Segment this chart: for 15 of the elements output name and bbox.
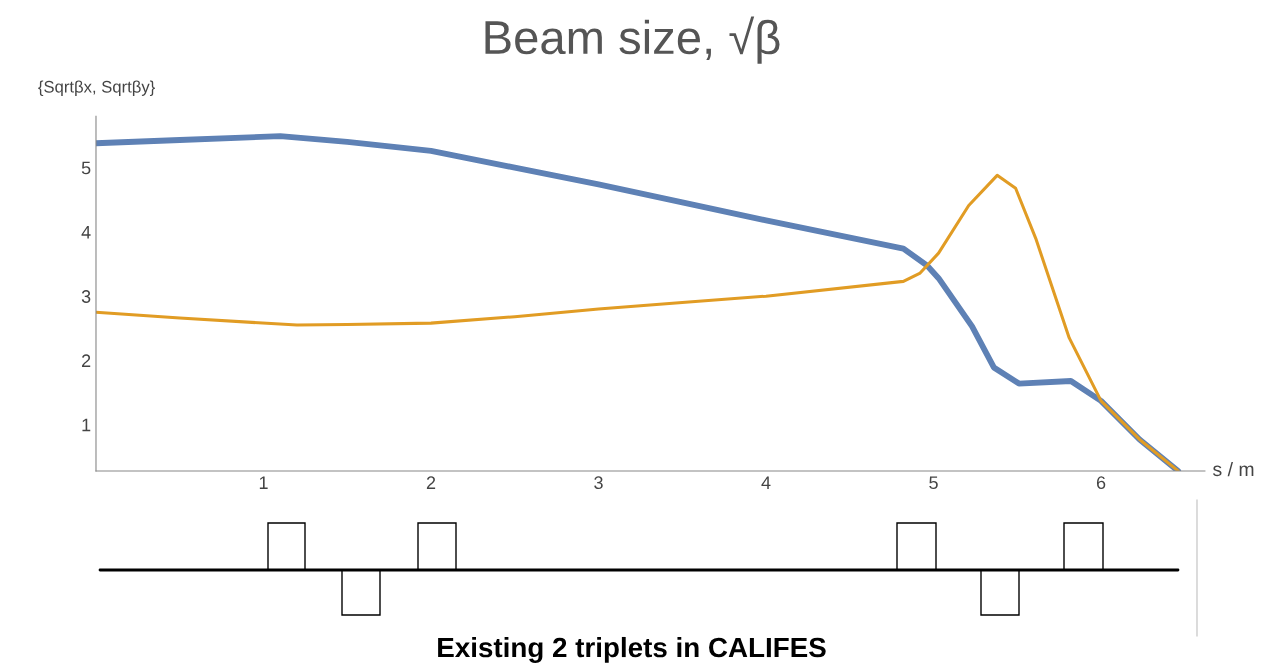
text: Existing 2 triplets in CALIFES xyxy=(438,636,826,663)
x-tick-label: 3 xyxy=(594,476,603,490)
y-axis-title: {Sqrtβx, Sqrtβy} xyxy=(38,80,155,96)
y-tick-label: 1 xyxy=(82,418,91,432)
y-tick-label: 3 xyxy=(81,290,91,303)
y-tick-label: 4 xyxy=(81,226,91,239)
x-axis-title: s / m xyxy=(1213,461,1254,477)
y-tick-label: 2 xyxy=(81,354,91,367)
x-tick-label: 4 xyxy=(761,476,771,489)
y-tick-label: 5 xyxy=(81,161,91,175)
chart-title: Beam size, √β xyxy=(485,16,780,64)
x-tick-label: 1 xyxy=(259,476,268,489)
x-tick-label: 2 xyxy=(426,476,436,489)
x-tick-label: 5 xyxy=(929,476,938,490)
x-tick-label: 6 xyxy=(1096,476,1106,490)
